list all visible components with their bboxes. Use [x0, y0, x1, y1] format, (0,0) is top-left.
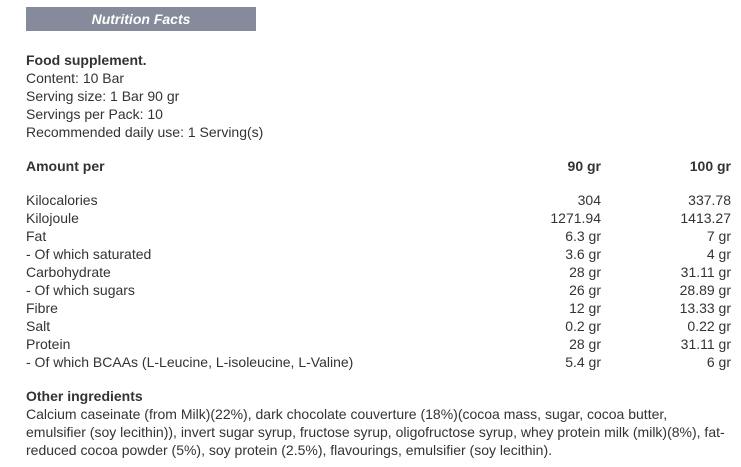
- table-row: - Of which sugars 26 gr 28.89 gr: [26, 281, 731, 299]
- header-amount-per: Amount per: [26, 158, 105, 174]
- header-100gr: 100 gr: [689, 158, 731, 174]
- table-row: Fibre 12 gr 13.33 gr: [26, 299, 731, 317]
- nutrient-name: Carbohydrate: [26, 264, 111, 280]
- value-100gr: 0.22 gr: [687, 318, 731, 334]
- table-row: - Of which BCAAs (L-Leucine, L-isoleucin…: [26, 353, 731, 371]
- table-row: Fat 6.3 gr 7 gr: [26, 227, 731, 245]
- value-100gr: 13.33 gr: [679, 300, 731, 316]
- value-90gr: 26 gr: [569, 282, 601, 298]
- value-100gr: 28.89 gr: [679, 282, 731, 298]
- info-content: Content: 10 Bar: [26, 70, 125, 86]
- value-100gr: 337.78: [688, 192, 731, 208]
- value-90gr: 6.3 gr: [565, 228, 601, 244]
- value-100gr: 4 gr: [706, 246, 731, 262]
- table-row: Salt 0.2 gr 0.22 gr: [26, 317, 731, 335]
- table-row: Carbohydrate 28 gr 31.11 gr: [26, 263, 731, 281]
- value-90gr: 28 gr: [569, 264, 601, 280]
- value-100gr: 7 gr: [706, 228, 731, 244]
- nutrient-name: - Of which saturated: [26, 246, 152, 262]
- value-100gr: 1413.27: [680, 210, 731, 226]
- value-100gr: 6 gr: [706, 354, 731, 370]
- value-90gr: 28 gr: [569, 336, 601, 352]
- value-90gr: 5.4 gr: [565, 354, 601, 370]
- value-100gr: 31.11 gr: [680, 336, 731, 352]
- info-heading: Food supplement.: [26, 52, 147, 68]
- table-row: - Of which saturated 3.6 gr 4 gr: [26, 245, 731, 263]
- value-90gr: 304: [577, 192, 601, 208]
- nutrient-name: Protein: [26, 336, 71, 352]
- nutrient-name: Kilocalories: [26, 192, 98, 208]
- table-row: Kilocalories 304 337.78: [26, 191, 731, 209]
- table-row: Kilojoule 1271.94 1413.27: [26, 209, 731, 227]
- info-daily-use: Recommended daily use: 1 Serving(s): [26, 124, 264, 140]
- value-100gr: 31.11 gr: [680, 264, 731, 280]
- value-90gr: 3.6 gr: [565, 246, 601, 262]
- table-row: Protein 28 gr 31.11 gr: [26, 335, 731, 353]
- nutrient-name: - Of which BCAAs (L-Leucine, L-isoleucin…: [26, 354, 354, 370]
- nutrient-name: - Of which sugars: [26, 282, 135, 298]
- info-servings-per-pack: Servings per Pack: 10: [26, 106, 163, 122]
- value-90gr: 1271.94: [550, 210, 601, 226]
- value-90gr: 0.2 gr: [565, 318, 601, 334]
- nutrition-facts-header: Nutrition Facts: [26, 7, 256, 31]
- nutrient-name: Kilojoule: [26, 210, 79, 226]
- nutrient-name: Fat: [26, 228, 47, 244]
- nutrient-name: Fibre: [26, 300, 58, 316]
- info-serving-size: Serving size: 1 Bar 90 gr: [26, 88, 180, 104]
- header-90gr: 90 gr: [567, 158, 601, 174]
- value-90gr: 12 gr: [569, 300, 601, 316]
- table-header: Amount per 90 gr 100 gr: [26, 157, 731, 175]
- ingredients-text: Calcium caseinate (from Milk)(22%), dark…: [26, 406, 725, 458]
- nutrient-name: Salt: [26, 318, 51, 334]
- ingredients-heading: Other ingredients: [26, 388, 143, 404]
